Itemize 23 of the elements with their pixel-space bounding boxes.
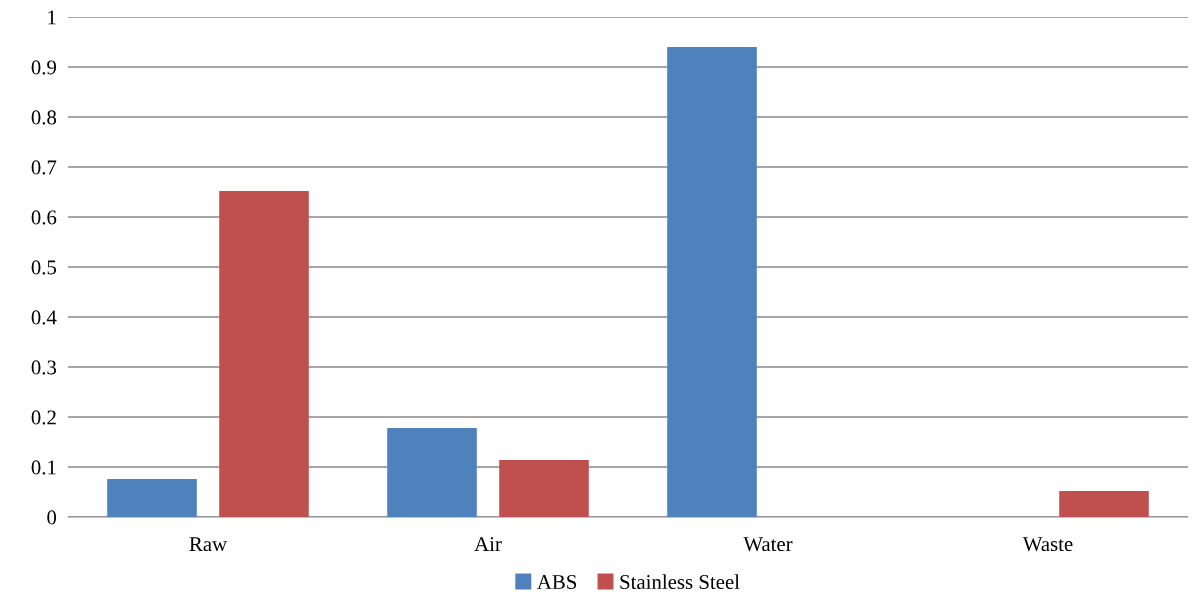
- y-tick-label: 0.5: [31, 260, 57, 275]
- x-tick-label: Water: [743, 537, 793, 552]
- legend-label: Stainless Steel: [620, 574, 740, 590]
- x-tick-label: Raw: [189, 537, 227, 552]
- y-tick-label: 0.2: [31, 410, 56, 425]
- bar: [667, 47, 757, 517]
- x-tick-label: Air: [474, 537, 502, 551]
- y-tick-label: 0.4: [31, 310, 57, 325]
- y-tick-label: 0: [47, 510, 57, 525]
- y-tick-label: 0.1: [31, 460, 56, 475]
- y-tick-label: 0.6: [31, 210, 57, 225]
- y-tick-label: 0.3: [31, 360, 57, 375]
- bar: [1059, 491, 1149, 517]
- y-tick-label: 0.7: [31, 160, 57, 175]
- x-tick-label: Waste: [1022, 537, 1073, 552]
- y-tick-label: 0.8: [31, 110, 57, 125]
- y-tick-label: 1: [48, 10, 56, 25]
- bar: [499, 460, 589, 517]
- legend-label: ABS: [537, 575, 577, 590]
- y-tick-label: 0.9: [31, 60, 57, 75]
- bar: [107, 479, 197, 517]
- bar: [387, 428, 477, 517]
- bar: [219, 191, 309, 517]
